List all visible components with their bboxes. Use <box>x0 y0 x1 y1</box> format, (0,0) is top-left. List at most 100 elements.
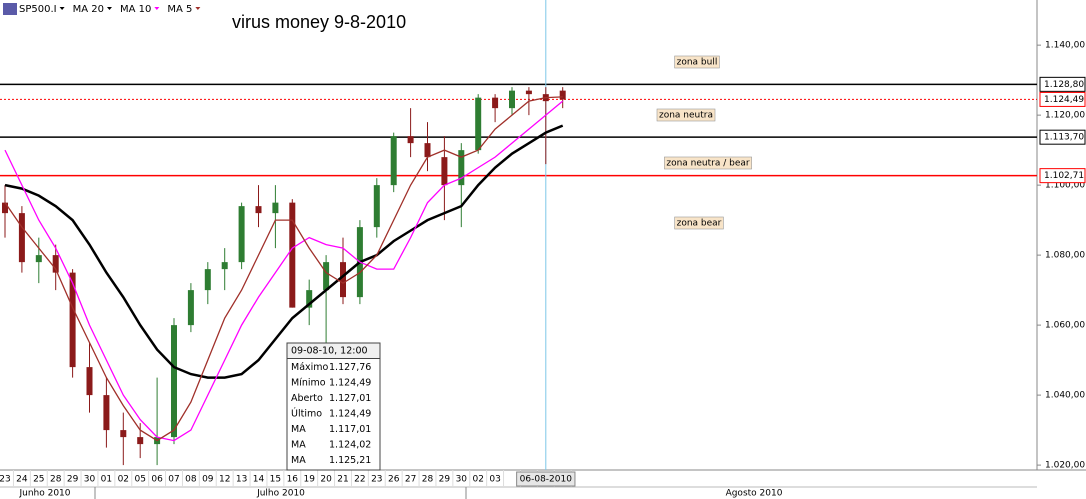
candle-body <box>323 262 330 291</box>
candle-body <box>120 430 127 438</box>
toolbar-item[interactable]: SP500.I <box>19 4 57 15</box>
x-tick-label: 20 <box>320 475 332 485</box>
candle-body <box>441 157 448 186</box>
tooltip-value: 1.127,76 <box>329 362 371 373</box>
toolbar-item[interactable]: MA 10 <box>120 4 151 15</box>
zone-label: zona neutra <box>659 111 713 121</box>
app-icon <box>3 3 17 15</box>
tooltip-value: 1.125,21 <box>329 455 371 466</box>
x-tick-label: 29 <box>439 475 451 485</box>
x-tick-label: 28 <box>50 475 62 485</box>
tooltip-label: MA <box>291 424 306 435</box>
ma-line <box>4 124 564 379</box>
level-label: 1.102,71 <box>1044 171 1084 181</box>
level-label: 1.113,70 <box>1044 133 1084 143</box>
y-tick-label: 1.120,00 <box>1045 111 1085 121</box>
candle-body <box>86 367 93 396</box>
x-tick-label: 08 <box>185 475 197 485</box>
x-tick-label: 02 <box>472 475 483 485</box>
x-tick-label: 05 <box>134 475 145 485</box>
x-tick-label: 22 <box>354 475 365 485</box>
dropdown-arrow <box>59 7 65 10</box>
y-tick-label: 1.060,00 <box>1045 321 1085 331</box>
toolbar-item[interactable]: MA 5 <box>167 4 192 15</box>
tooltip-header <box>286 342 381 359</box>
x-tick-label: 30 <box>456 475 468 485</box>
tooltip-label: MA <box>291 455 306 466</box>
x-tick-label: 25 <box>33 475 44 485</box>
y-tick-label: 1.020,00 <box>1045 461 1085 471</box>
candle-body <box>204 269 211 291</box>
level-label: 1.124,49 <box>1044 95 1084 105</box>
tooltip-value: 1.127,01 <box>329 393 371 404</box>
candle-body <box>509 90 515 109</box>
zone-label-box <box>656 108 716 122</box>
tooltip-value: 1.117,01 <box>329 424 371 435</box>
crosshair-label: 06-08-2010 <box>520 475 573 485</box>
x-tick-label: 09 <box>202 475 214 485</box>
x-tick-label: 26 <box>388 475 400 485</box>
x-tick-label: 19 <box>303 475 315 485</box>
candle-body <box>559 90 566 100</box>
candle-body <box>289 202 296 308</box>
toolbar-item[interactable]: MA 20 <box>73 4 104 15</box>
candle-body <box>407 136 414 144</box>
x-tick-label: 30 <box>84 475 96 485</box>
x-tick-label: 03 <box>489 475 500 485</box>
chart-title: virus money 9-8-2010 <box>232 12 406 32</box>
x-tick-label: 12 <box>219 475 230 485</box>
zone-label-box <box>664 156 752 170</box>
level-label-box <box>1039 168 1086 184</box>
zone-label: zona bull <box>677 58 718 68</box>
y-tick-label: 1.140,00 <box>1045 41 1085 51</box>
candle-body <box>272 202 279 214</box>
zone-label: zona neutra / bear <box>666 159 750 169</box>
crosshair-label-box <box>516 471 576 487</box>
x-tick-label: 07 <box>168 475 179 485</box>
candle-body <box>424 143 431 158</box>
x-tick-label: 27 <box>405 475 416 485</box>
dropdown-arrow <box>154 7 160 10</box>
dropdown-arrow <box>106 7 112 10</box>
tooltip-label: Último <box>291 408 322 420</box>
candle-body <box>187 290 194 326</box>
zone-label-box <box>674 55 720 69</box>
x-tick-label: 29 <box>67 475 79 485</box>
level-label: 1.128,80 <box>1044 80 1084 90</box>
month-label: Julho 2010 <box>256 489 305 499</box>
x-tick-label: 21 <box>337 475 348 485</box>
x-tick-label: 16 <box>287 475 299 485</box>
candle-body <box>18 213 25 263</box>
tooltip-box <box>286 342 381 471</box>
tooltip-title: 09-08-10, 12:00 <box>291 346 368 357</box>
y-tick-label: 1.100,00 <box>1045 181 1085 191</box>
candle-body <box>221 262 228 270</box>
tooltip-label: MA <box>291 440 306 451</box>
candle-body <box>525 90 532 95</box>
y-tick-label: 1.040,00 <box>1045 391 1085 401</box>
candle-body <box>137 437 144 445</box>
x-tick-label: 24 <box>16 475 28 485</box>
candle-body <box>103 395 110 431</box>
ma-line <box>4 100 564 442</box>
y-tick-label: 1.080,00 <box>1045 251 1085 261</box>
candle-body <box>255 206 262 214</box>
x-tick-label: 02 <box>118 475 129 485</box>
candle-body <box>340 262 346 298</box>
level-label-box <box>1039 76 1086 92</box>
x-tick-label: 23 <box>0 475 11 485</box>
candle-body <box>2 202 8 214</box>
candle-body <box>35 255 42 263</box>
x-tick-label: 23 <box>371 475 382 485</box>
candle-body <box>52 255 59 273</box>
zone-label: zona bear <box>677 219 722 229</box>
ma-line <box>4 96 563 442</box>
tooltip-value: 1.124,02 <box>329 440 371 451</box>
month-label: Junho 2010 <box>18 489 70 499</box>
candle-body <box>475 97 482 151</box>
candle-body <box>373 185 380 228</box>
x-tick-label: 13 <box>236 475 247 485</box>
dropdown-arrow <box>195 7 201 10</box>
